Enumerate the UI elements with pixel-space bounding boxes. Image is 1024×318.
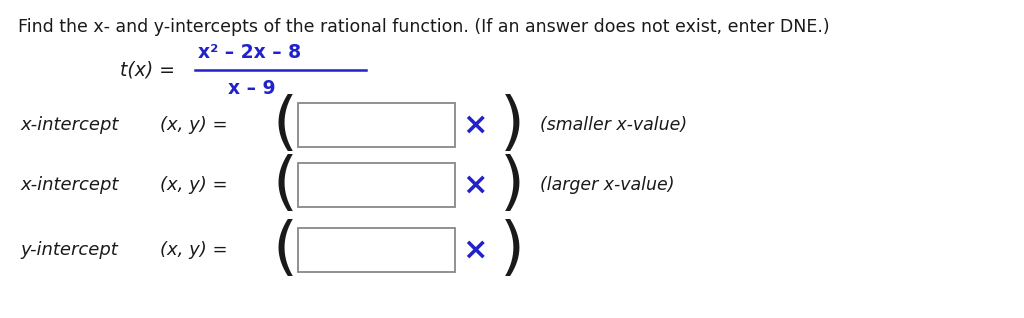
Text: (: ( bbox=[272, 94, 297, 156]
FancyBboxPatch shape bbox=[298, 228, 455, 272]
Text: x² – 2x – 8: x² – 2x – 8 bbox=[198, 43, 301, 61]
Text: ×: × bbox=[462, 110, 487, 140]
Text: x – 9: x – 9 bbox=[228, 79, 275, 98]
Text: (smaller x-value): (smaller x-value) bbox=[540, 116, 687, 134]
Text: ): ) bbox=[500, 219, 524, 281]
FancyBboxPatch shape bbox=[298, 163, 455, 207]
Text: (x, y) =: (x, y) = bbox=[160, 241, 227, 259]
Text: Find the x- and y-intercepts of the rational function. (If an answer does not ex: Find the x- and y-intercepts of the rati… bbox=[18, 18, 829, 36]
Text: ): ) bbox=[500, 94, 524, 156]
Text: t(x) =: t(x) = bbox=[120, 60, 175, 80]
Text: (: ( bbox=[272, 219, 297, 281]
Text: (x, y) =: (x, y) = bbox=[160, 176, 227, 194]
Text: ×: × bbox=[462, 170, 487, 199]
Text: x-intercept: x-intercept bbox=[20, 176, 119, 194]
Text: x-intercept: x-intercept bbox=[20, 116, 119, 134]
Text: (: ( bbox=[272, 154, 297, 216]
Text: ): ) bbox=[500, 154, 524, 216]
Text: (larger x-value): (larger x-value) bbox=[540, 176, 675, 194]
Text: y-intercept: y-intercept bbox=[20, 241, 118, 259]
Text: ×: × bbox=[462, 236, 487, 265]
Text: (x, y) =: (x, y) = bbox=[160, 116, 227, 134]
FancyBboxPatch shape bbox=[298, 103, 455, 147]
